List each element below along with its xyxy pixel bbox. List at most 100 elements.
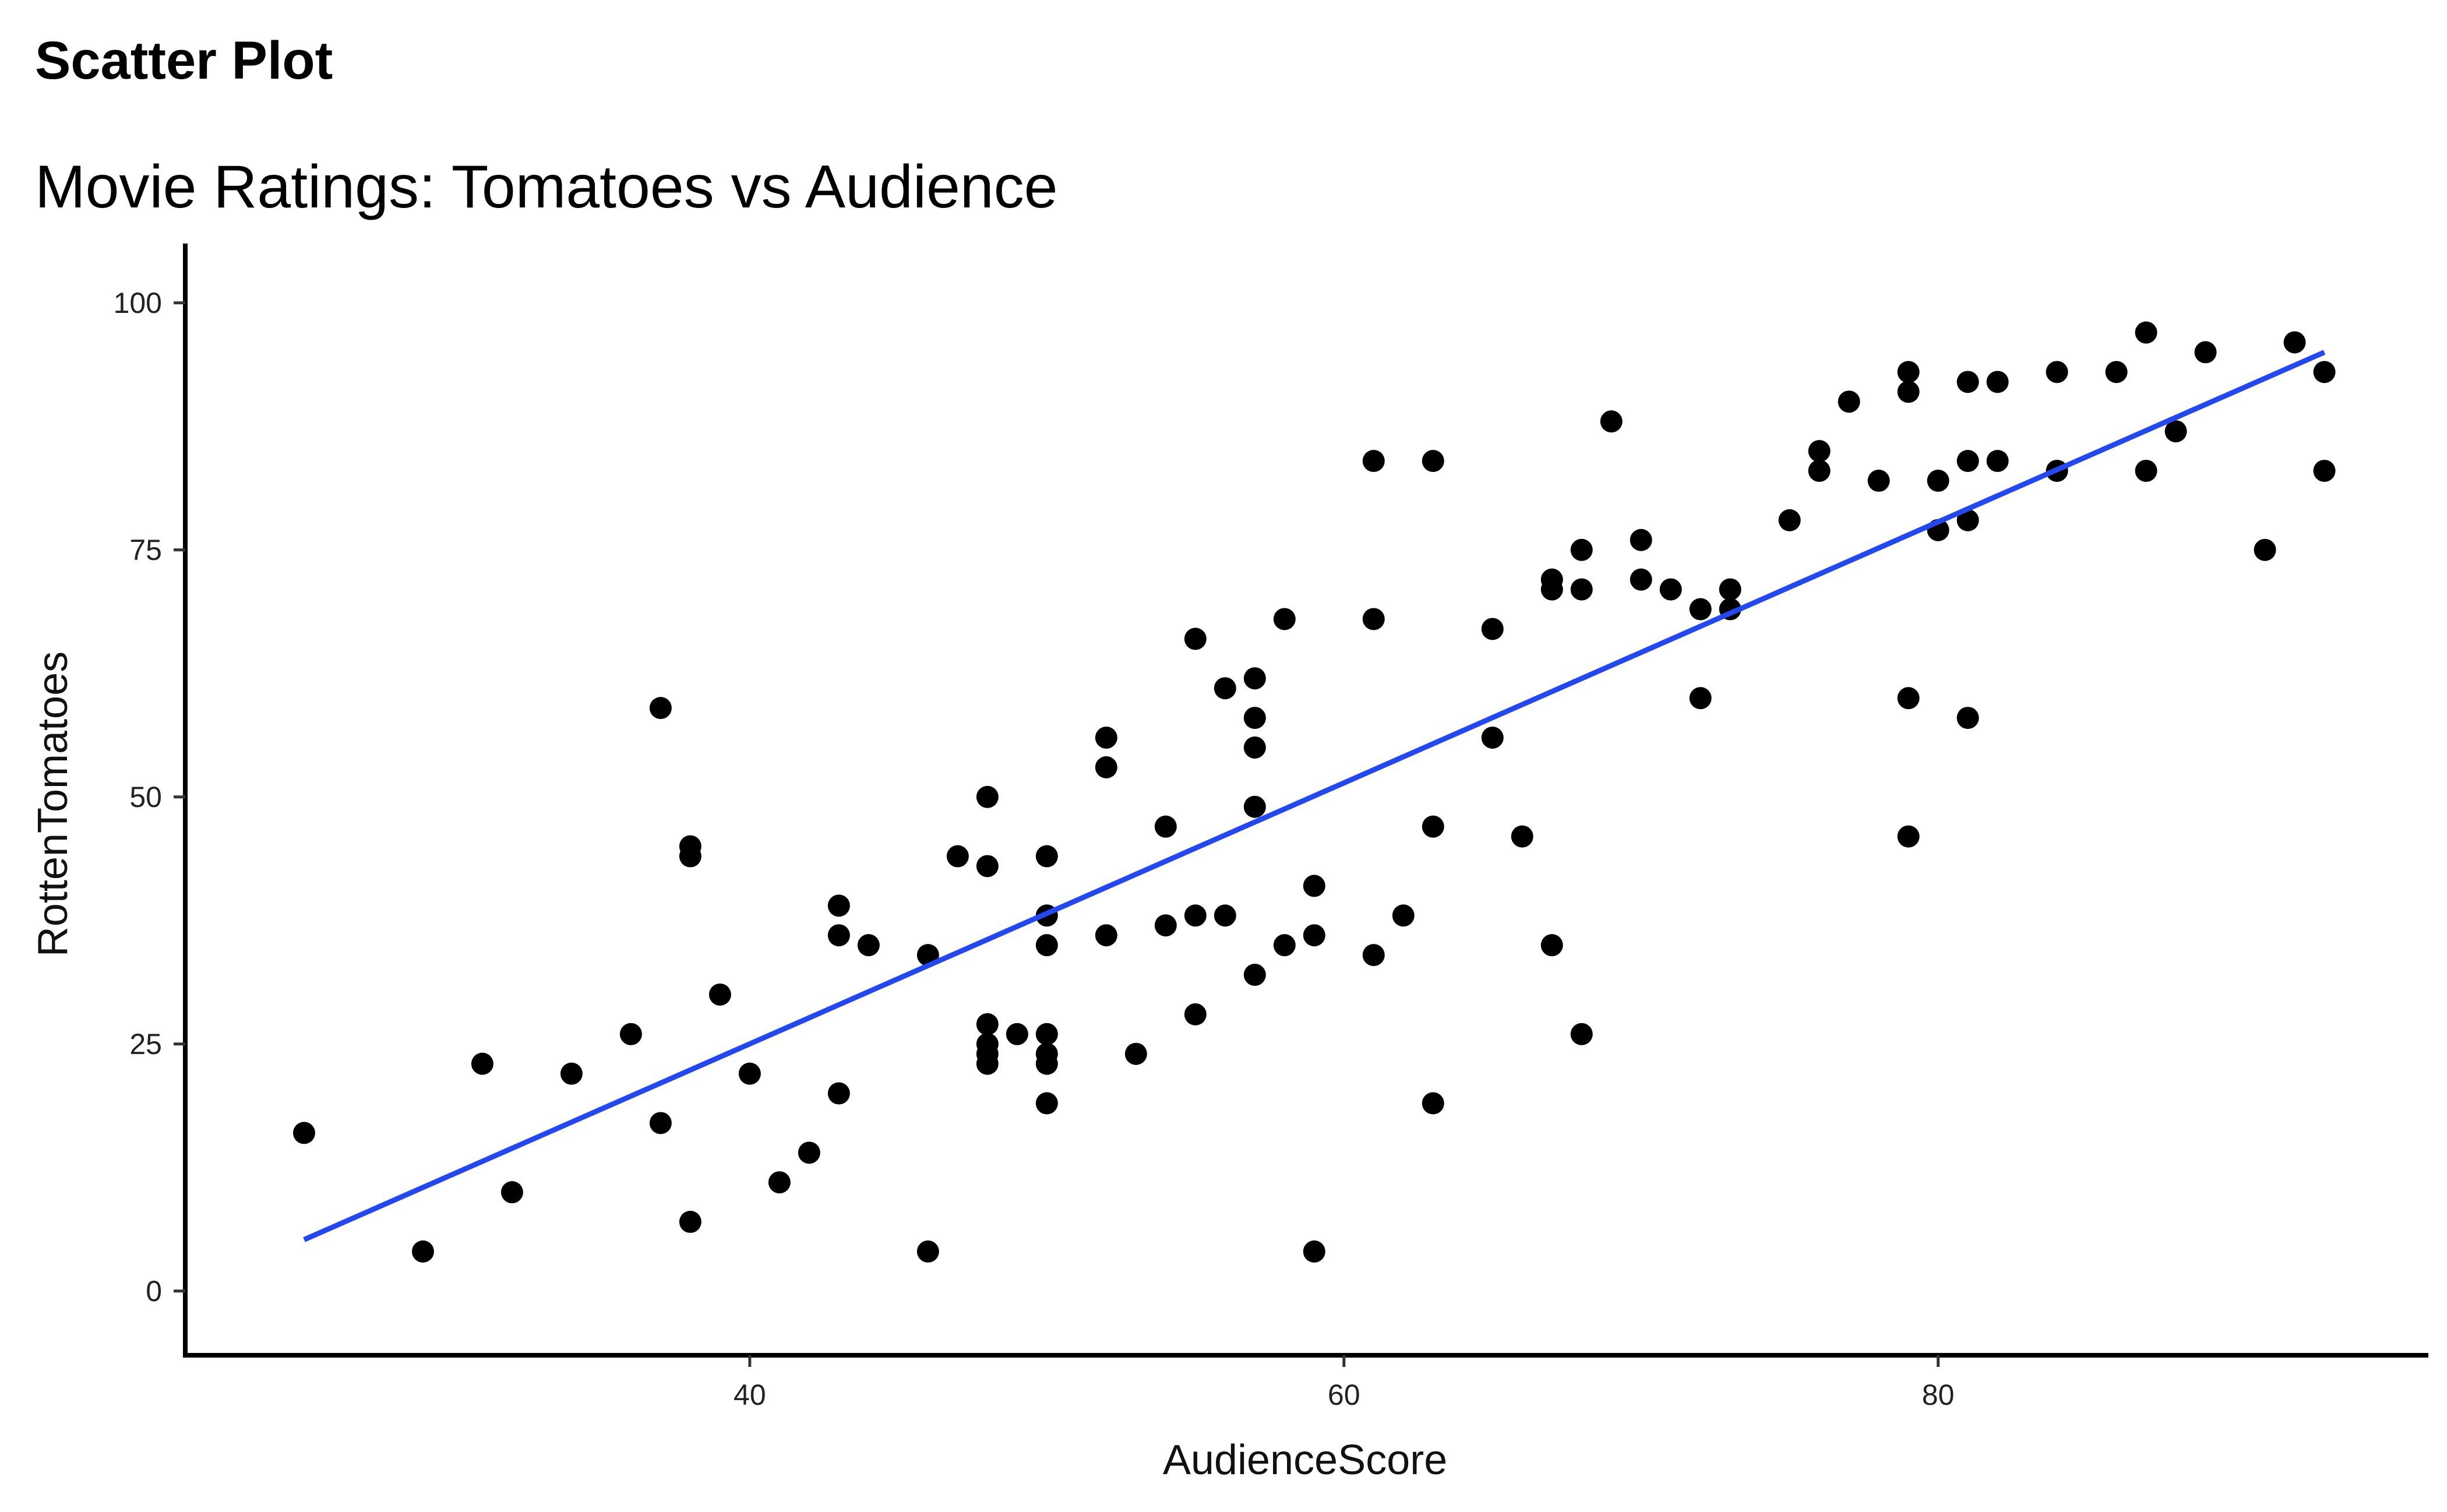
data-point — [1273, 608, 1296, 630]
data-points — [292, 321, 2336, 1263]
data-point — [1422, 815, 1444, 838]
data-point — [827, 894, 850, 917]
y-tick-label: 100 — [114, 287, 162, 319]
x-tick-label: 40 — [734, 1379, 766, 1411]
y-tick-label: 25 — [129, 1028, 162, 1060]
data-point — [1214, 677, 1236, 700]
data-point — [1035, 1092, 1058, 1115]
data-point — [2283, 331, 2306, 354]
y-tick-label: 75 — [129, 534, 162, 566]
data-point — [827, 924, 850, 947]
data-point — [2164, 420, 2187, 443]
x-tick-label: 60 — [1328, 1379, 1360, 1411]
data-point — [411, 1240, 434, 1263]
data-point — [1897, 825, 1920, 848]
data-point — [2254, 538, 2276, 561]
data-point — [1095, 756, 1117, 778]
data-point — [1897, 687, 1920, 710]
data-point — [1897, 380, 1920, 403]
data-point — [1808, 460, 1831, 482]
data-point — [916, 1240, 939, 1263]
data-point — [2105, 361, 2128, 383]
data-point — [1986, 371, 2009, 393]
data-point — [1659, 578, 1682, 601]
y-axis-title: RottenTomatoes — [30, 651, 76, 957]
trend-line — [303, 350, 2326, 1242]
data-point — [292, 1122, 315, 1144]
data-point — [1570, 1023, 1593, 1045]
data-point — [649, 1112, 672, 1134]
data-point — [1511, 825, 1533, 848]
data-point — [1243, 667, 1266, 690]
data-point — [1095, 727, 1117, 749]
data-point — [2135, 460, 2157, 482]
data-point — [1956, 371, 1979, 393]
data-point — [976, 785, 999, 808]
chart-title: Scatter Plot — [35, 31, 333, 90]
data-point — [1570, 538, 1593, 561]
data-point — [1243, 795, 1266, 818]
data-point — [827, 1082, 850, 1105]
data-point — [1214, 904, 1236, 927]
data-point — [1956, 450, 1979, 473]
data-point — [1540, 578, 1563, 601]
data-point — [1630, 528, 1652, 551]
data-point — [679, 835, 701, 858]
data-point — [1867, 470, 1890, 492]
data-point — [976, 1013, 999, 1035]
data-point — [500, 1181, 523, 1204]
y-tick-label: 50 — [129, 781, 162, 813]
data-point — [976, 1052, 999, 1075]
data-point — [768, 1171, 791, 1194]
data-point — [1600, 410, 1623, 433]
data-point — [1035, 1023, 1058, 1045]
data-point — [1124, 1042, 1147, 1065]
axis-ticks: 40 60 80 0 25 50 75 100 — [114, 287, 1955, 1411]
data-point — [2135, 321, 2157, 344]
data-point — [976, 855, 999, 877]
data-point — [2313, 460, 2336, 482]
data-point — [1392, 904, 1415, 927]
data-point — [2046, 361, 2068, 383]
data-point — [560, 1062, 583, 1085]
data-point — [1303, 875, 1325, 897]
data-point — [1481, 727, 1504, 749]
x-axis-title: AudienceScore — [1163, 1437, 1447, 1483]
data-point — [738, 1062, 761, 1085]
data-point — [1243, 736, 1266, 759]
data-point — [1362, 944, 1385, 967]
data-point — [857, 934, 880, 957]
data-point — [798, 1141, 820, 1164]
data-point — [619, 1023, 642, 1045]
data-point — [1570, 578, 1593, 601]
data-point — [1897, 361, 1920, 383]
data-point — [1481, 618, 1504, 640]
data-point — [1303, 924, 1325, 947]
data-point — [2194, 341, 2217, 364]
data-point — [1540, 934, 1563, 957]
data-point — [1362, 608, 1385, 630]
data-point — [471, 1052, 493, 1075]
data-point — [1035, 845, 1058, 868]
chart-subtitle: Movie Ratings: Tomatoes vs Audience — [35, 153, 1058, 221]
data-point — [708, 983, 731, 1006]
data-point — [1362, 450, 1385, 473]
data-point — [1838, 390, 1860, 413]
data-point — [1956, 509, 1979, 531]
data-point — [1927, 470, 1949, 492]
data-point — [1303, 1240, 1325, 1263]
data-point — [1956, 707, 1979, 729]
data-point — [1719, 578, 1741, 601]
data-point — [1243, 964, 1266, 986]
y-tick-label: 0 — [146, 1275, 162, 1307]
data-point — [1154, 914, 1177, 937]
data-point — [1986, 450, 2009, 473]
data-point — [1006, 1023, 1028, 1045]
data-point — [1630, 568, 1652, 591]
data-point — [1095, 924, 1117, 947]
data-point — [1035, 1052, 1058, 1075]
data-point — [2313, 361, 2336, 383]
data-point — [1184, 1003, 1207, 1025]
x-tick-label: 80 — [1922, 1379, 1955, 1411]
